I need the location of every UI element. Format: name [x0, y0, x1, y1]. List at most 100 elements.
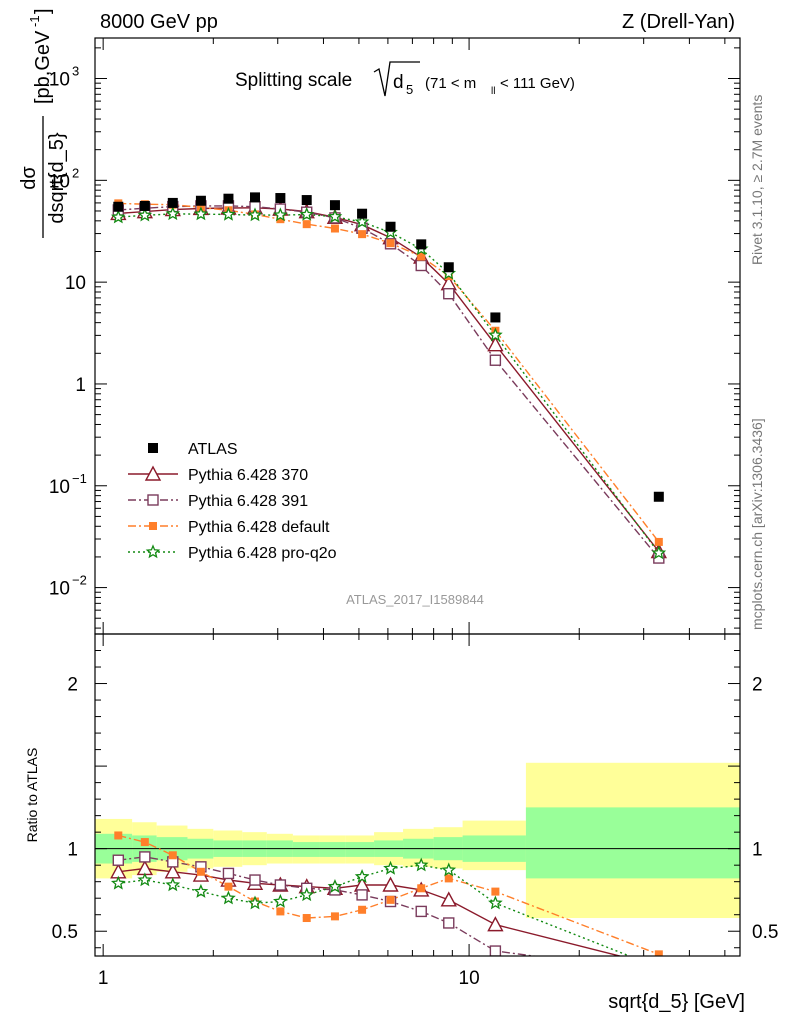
ratio-marker-3 — [299, 887, 315, 902]
series-marker-3 — [354, 214, 370, 229]
series-marker-2 — [654, 537, 663, 546]
ratio-marker-2 — [196, 867, 205, 876]
atlas-point — [195, 195, 206, 206]
x-axis: 1 10 — [98, 38, 726, 989]
ratio-frame — [94, 633, 741, 957]
atlas-point — [443, 262, 454, 273]
ylabel-unit-pre: [pb,GeV — [32, 30, 54, 104]
series-marker-3 — [327, 209, 343, 223]
series-marker-2 — [330, 224, 339, 233]
y-tick-label: 10 3 — [49, 64, 79, 91]
series-marker-1 — [415, 259, 427, 272]
y-tick-base: 10 — [49, 477, 70, 498]
title-main: Splitting scale — [235, 70, 352, 91]
atlas-point — [301, 195, 312, 206]
ratio-marker-2 — [140, 838, 149, 847]
ratio-marker-3 — [221, 890, 236, 905]
legend-label: Pythia 6.428 391 — [188, 493, 308, 510]
ratio-marker-2 — [491, 887, 500, 896]
ratio-line-1 — [118, 856, 539, 956]
ratio-marker-2 — [302, 914, 311, 923]
chart-title: Splitting scale d 5 (71 < m ll < 111 GeV… — [235, 61, 575, 97]
y-tick-exp: −1 — [72, 471, 87, 486]
ratio-marker-1 — [112, 854, 124, 866]
atlas-point — [653, 491, 664, 502]
series-marker-2 — [417, 252, 426, 261]
y-tick-exp: 2 — [72, 165, 79, 180]
ylabel-numerator: dσ — [18, 166, 40, 190]
stat-uncertainty-band — [319, 842, 346, 857]
series-line-2 — [118, 202, 660, 543]
series-marker-2 — [386, 239, 395, 248]
legend-label: ATLAS — [188, 441, 238, 458]
ratio-marker-1 — [356, 889, 368, 901]
legend-label: Pythia 6.428 370 — [188, 467, 308, 484]
ratio-marker-0 — [440, 891, 457, 907]
y-tick-base: 10 — [65, 273, 86, 294]
y-tick-base: 10 — [49, 579, 70, 600]
series-marker-2 — [358, 230, 367, 239]
series-marker-3 — [273, 207, 288, 222]
ratio-marker-3 — [413, 857, 429, 872]
ratio-tick-label-right: 0.5 — [752, 922, 778, 943]
x-axis-label: sqrt{d_5} [GeV] — [608, 991, 745, 1013]
series-marker-1 — [489, 354, 502, 366]
atlas-point — [385, 221, 396, 232]
ratio-marker-1 — [654, 968, 664, 978]
ratio-marker-3 — [165, 877, 181, 892]
y-tick-base: 10 — [49, 70, 70, 91]
atlas-point — [357, 208, 368, 219]
y-axis-label: dσ dsqrt{d_5} [pb,GeV -1 ] — [18, 8, 68, 238]
series-marker-0 — [487, 336, 504, 352]
ratio-tick-label-left: 2 — [67, 675, 78, 696]
legend-marker — [148, 443, 158, 453]
series-marker-3 — [221, 206, 236, 221]
y-tick-label: 10 2 — [49, 165, 79, 192]
ratio-tick-label-left: 1 — [67, 840, 78, 861]
ratio-panel: 0.5 0.5 1 1 2 2 Ratio to ATLAS — [24, 633, 778, 978]
series-marker-2 — [302, 220, 311, 229]
ratio-line-2 — [118, 834, 660, 955]
ratio-marker-2 — [386, 895, 395, 904]
y-tick-exp: 3 — [72, 64, 79, 79]
y-tick-exp: −2 — [72, 573, 87, 588]
ratio-marker-3 — [354, 869, 370, 883]
header-left: 8000 GeV pp — [100, 11, 218, 33]
series-marker-3 — [299, 206, 315, 221]
ratio-marker-3 — [653, 962, 664, 973]
ratio-marker-2 — [654, 950, 663, 956]
atlas-data-points — [113, 192, 664, 502]
ratio-marker-3 — [193, 883, 209, 898]
series-marker-3 — [488, 327, 503, 342]
ratio-marker-1 — [139, 851, 151, 863]
legend: ATLAS Pythia 6.428 370 Pythia 6.428 391 Pyt… — [128, 441, 337, 562]
title-sub: 5 — [406, 82, 413, 97]
series-marker-1 — [443, 287, 455, 300]
ratio-marker-3 — [441, 862, 457, 877]
atlas-point — [139, 200, 150, 211]
y-tick-label: 10 −1 — [49, 471, 87, 498]
series-marker-3 — [651, 545, 667, 560]
ratio-marker-3 — [383, 860, 398, 875]
analysis-watermark: ATLAS_2017_I1589844 — [346, 592, 484, 607]
ratio-marker-1 — [443, 917, 455, 929]
atlas-point — [275, 193, 286, 204]
series-marker-3 — [247, 207, 263, 222]
title-range-sub: ll — [491, 86, 495, 97]
series-marker-3 — [193, 206, 209, 221]
title-range-pre: (71 < m — [425, 75, 476, 92]
ratio-marker-3 — [110, 875, 126, 890]
y-tick-base: 10 — [49, 171, 70, 192]
atlas-point — [167, 197, 178, 208]
y-tick-label: 10 −2 — [49, 573, 87, 600]
ratio-marker-2 — [276, 907, 285, 916]
stat-uncertainty-band — [345, 842, 375, 857]
series-marker-2 — [276, 215, 285, 224]
ylabel-denominator: dsqrt{d_5} — [46, 132, 68, 224]
series-marker-3 — [110, 209, 126, 224]
ratio-marker-0 — [652, 959, 666, 972]
ratio-y-label: Ratio to ATLAS — [24, 748, 40, 843]
ratio-marker-2 — [417, 884, 426, 893]
legend-marker — [145, 544, 161, 559]
